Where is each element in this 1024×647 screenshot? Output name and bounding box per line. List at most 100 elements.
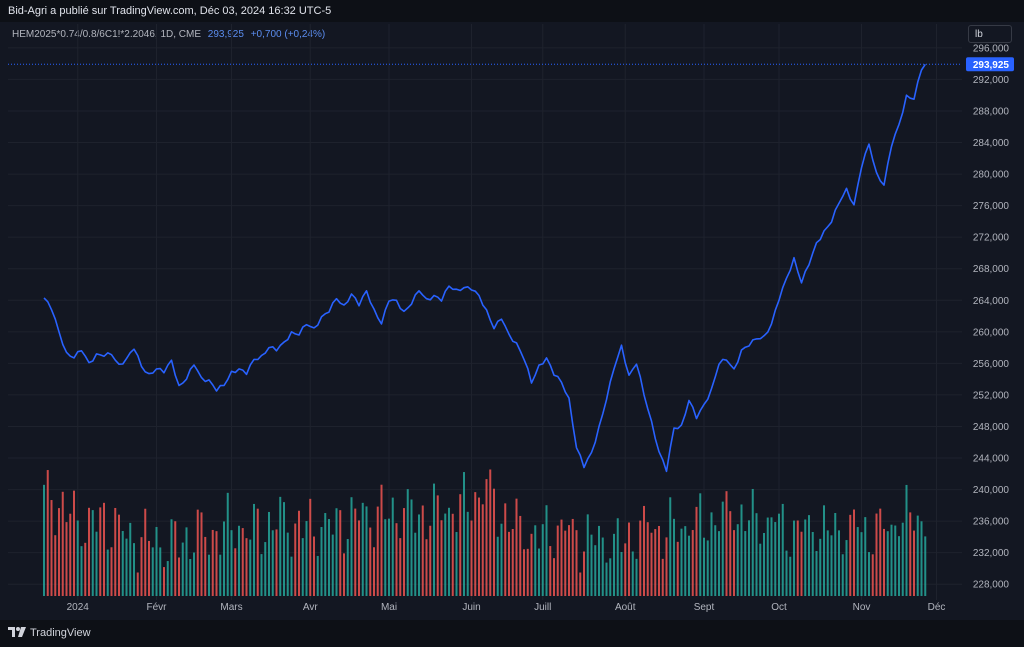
volume-bar: [909, 512, 912, 596]
volume-bar: [815, 551, 818, 596]
unit-button[interactable]: lb: [968, 25, 1012, 43]
x-tick-label: Juin: [462, 602, 480, 613]
volume-bar: [208, 554, 210, 596]
volume-bar: [440, 520, 443, 596]
volume-bar: [388, 518, 390, 596]
volume-bar: [133, 543, 135, 596]
volume-bar: [853, 509, 855, 596]
last-price-tag-label: 293,925: [973, 60, 1010, 71]
volume-bar: [189, 558, 192, 596]
volume-bar: [204, 536, 207, 596]
y-tick-label: 268,000: [973, 264, 1010, 275]
footer-bar: [0, 620, 1024, 647]
volume-bar: [148, 540, 150, 596]
tradingview-logo-icon: [8, 626, 26, 640]
tradingview-branding[interactable]: TradingView: [8, 626, 91, 640]
volume-bar: [575, 530, 578, 596]
y-tick-label: 240,000: [973, 485, 1010, 496]
volume-bar: [628, 522, 630, 596]
volume-bar: [759, 543, 762, 596]
volume-bar: [279, 496, 282, 596]
last-value: 293,925: [207, 29, 244, 40]
volume-bar: [444, 513, 447, 596]
volume-bar: [103, 502, 105, 596]
volume-bar: [121, 531, 124, 596]
volume-bar: [605, 562, 608, 596]
volume-bar: [125, 538, 128, 596]
volume-bar: [826, 530, 829, 596]
volume-bar: [804, 519, 807, 596]
volume-bar: [58, 508, 60, 596]
volume-bar: [849, 514, 852, 596]
volume-bar: [751, 488, 754, 596]
volume-bar: [309, 498, 312, 596]
volume-bar: [448, 507, 450, 596]
volume-bar: [545, 505, 548, 596]
volume-bar: [478, 497, 480, 596]
volume-bar: [485, 479, 488, 596]
volume-bar: [789, 556, 792, 596]
publish-info: Bid-Agri a publié sur TradingView.com, D…: [8, 5, 332, 17]
volume-bar: [136, 572, 139, 596]
volume-bar: [230, 530, 233, 596]
last-price-tag-bg: [966, 57, 1014, 72]
volume-bar: [646, 522, 649, 596]
volume-bar: [358, 520, 360, 596]
volume-bar: [253, 503, 255, 596]
volume-bar: [166, 561, 169, 596]
volume-bar: [286, 532, 289, 596]
symbol-description[interactable]: HEM2025*0.74/0.8/6C1!*2.2046, 1D, CME: [12, 29, 201, 40]
volume-bar: [88, 507, 90, 596]
volume-bar: [399, 538, 402, 596]
volume-bar: [766, 517, 769, 596]
volume-bar: [560, 519, 563, 596]
volume-bar: [421, 505, 424, 596]
volume-bar: [455, 532, 458, 596]
price-chart[interactable]: 296,000 292,000 288,000 284,000 280,000 276,0…: [0, 0, 1024, 620]
volume-bar: [571, 518, 574, 596]
volume-bar: [616, 518, 619, 596]
volume-bar: [526, 548, 529, 596]
volume-bar: [114, 507, 117, 596]
x-tick-label: Mars: [220, 602, 242, 613]
volume-bar: [763, 532, 765, 596]
volume-bar: [43, 484, 45, 596]
volume-bar: [339, 510, 342, 596]
y-tick-label: 292,000: [973, 75, 1010, 86]
volume-bar: [219, 554, 222, 596]
volume-bar: [913, 530, 915, 596]
volume-bar: [673, 518, 675, 596]
volume-bar: [373, 547, 375, 596]
volume-bar: [301, 538, 304, 596]
volume-bar: [226, 492, 229, 596]
volume-bar: [46, 470, 49, 596]
volume-bar: [736, 524, 739, 596]
volume-bar: [84, 542, 87, 596]
volume-bar: [369, 527, 372, 596]
y-tick-label: 252,000: [973, 390, 1010, 401]
volume-bar: [665, 537, 668, 596]
y-tick-label: 288,000: [973, 106, 1010, 117]
volume-bar: [740, 504, 743, 596]
volume-bar: [260, 554, 263, 596]
volume-bar: [635, 558, 638, 596]
volume-bar: [361, 502, 364, 596]
volume-bar: [275, 529, 278, 596]
volume-bar: [406, 489, 409, 596]
volume-bar: [245, 538, 248, 596]
volume-bar: [823, 505, 825, 596]
volume-bar: [425, 539, 428, 596]
volume-bar: [410, 499, 413, 596]
volume-bar: [796, 520, 799, 596]
volume-bar: [924, 536, 927, 596]
volume-bar: [579, 572, 582, 596]
volume-bar: [181, 542, 184, 596]
y-tick-label: 264,000: [973, 296, 1010, 307]
volume-bar: [500, 523, 503, 596]
volume-bar: [110, 547, 113, 596]
volume-bar: [744, 531, 747, 596]
volume-bar: [601, 537, 604, 596]
volume-bar: [838, 530, 840, 596]
volume-bar: [721, 501, 724, 596]
volume-bar: [725, 491, 728, 596]
